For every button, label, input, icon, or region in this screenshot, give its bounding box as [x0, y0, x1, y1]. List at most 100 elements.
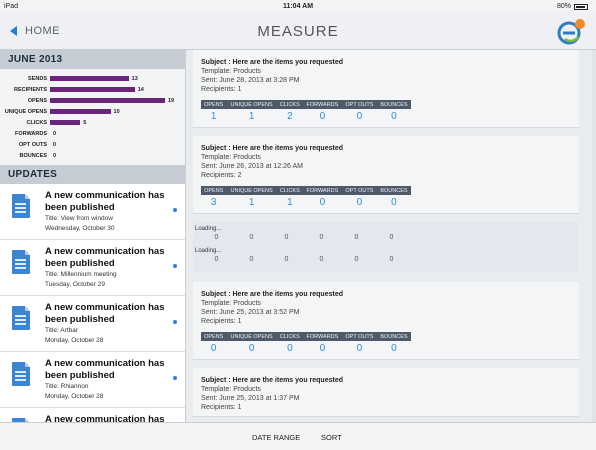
- metric-value: 0: [287, 342, 293, 354]
- update-date: Tuesday, October 29: [45, 281, 105, 288]
- message-recipients: Recipients: 1: [201, 86, 242, 93]
- scrollbar[interactable]: [592, 50, 596, 422]
- loading-value: 0: [284, 255, 289, 263]
- metric-column-header: FORWARDS: [302, 186, 342, 195]
- metric-value: 0: [356, 196, 363, 208]
- metric-column-header: OPENS: [201, 332, 227, 341]
- stat-value: 0: [53, 130, 57, 137]
- metric-column-header: UNIQUE OPENS: [226, 100, 277, 109]
- message-recipients: Recipients: 1: [201, 318, 242, 325]
- metric-column-header: FORWARDS: [302, 332, 342, 341]
- metrics-table: OPENS UNIQUE OPENS CLICKS FORWARDS OPT OUTS B…: [201, 186, 411, 209]
- document-icon: [12, 250, 30, 274]
- loading-value-row: 0 0 0 0 0 0: [199, 232, 409, 242]
- update-item[interactable]: A new communication has been published Ti…: [0, 296, 185, 352]
- metric-column-header: BOUNCES: [376, 186, 411, 195]
- loading-value: 0: [319, 233, 324, 241]
- back-arrow-icon: [10, 26, 17, 36]
- metric-value: 0: [319, 110, 326, 122]
- unread-dot-icon: [173, 208, 177, 212]
- update-date: Monday, October 28: [45, 337, 104, 344]
- stat-label: OPENS: [27, 97, 47, 104]
- update-title: A new communication has been published: [45, 190, 165, 213]
- date-range-button[interactable]: DATE RANGE: [252, 433, 301, 442]
- metric-value: 0: [248, 342, 255, 354]
- metric-column-header: BOUNCES: [376, 100, 411, 109]
- metrics-value-row: 0 0 0 0 0 0: [201, 341, 411, 355]
- stat-row: FORWARDS 0: [0, 128, 185, 139]
- loading-row: Loading... 0 0 0 0 0 0: [195, 248, 579, 264]
- unread-dot-icon: [173, 320, 177, 324]
- loading-value: 0: [249, 255, 254, 263]
- update-item[interactable]: A new communication has been published: [0, 408, 185, 422]
- metric-value: 0: [319, 196, 326, 208]
- loading-section: Loading... 0 0 0 0 0 0 Loading... 0 0 0 0 0 0: [193, 222, 579, 272]
- update-date: Monday, October 28: [45, 393, 104, 400]
- update-item[interactable]: A new communication has been published Ti…: [0, 240, 185, 296]
- message-card[interactable]: Subject : Here are the items you request…: [193, 50, 579, 128]
- metric-value: 3: [210, 196, 217, 208]
- message-card[interactable]: Subject : Here are the items you request…: [193, 368, 579, 417]
- status-bar: iPad 11:04 AM 80%: [0, 0, 596, 14]
- loading-value: 0: [354, 255, 359, 263]
- loading-value-row: 0 0 0 0 0 0: [199, 254, 409, 264]
- update-date: Wednesday, October 30: [45, 225, 115, 232]
- stat-row: OPT OUTS 0: [0, 139, 185, 150]
- loading-row: Loading... 0 0 0 0 0 0: [195, 226, 579, 242]
- loading-label: Loading...: [195, 248, 222, 254]
- message-template: Template: Products: [201, 68, 261, 75]
- stat-row: OPENS 19: [0, 95, 185, 106]
- battery-icon: [574, 3, 588, 10]
- metric-value: 1: [287, 196, 293, 208]
- metric-column-header: OPT OUTS: [341, 332, 377, 341]
- stat-label: BOUNCES: [19, 152, 47, 159]
- update-item[interactable]: A new communication has been published Ti…: [0, 184, 185, 240]
- stat-label: RECIPIENTS: [13, 86, 47, 93]
- loading-values: 0 0 0 0 0 0: [199, 232, 409, 242]
- message-card[interactable]: Subject : Here are the items you request…: [193, 136, 579, 214]
- stat-row: UNIQUE OPENS 10: [0, 106, 185, 117]
- stat-bar: [50, 76, 129, 81]
- loading-value: 0: [249, 233, 254, 241]
- message-subject: Subject : Here are the items you request…: [201, 145, 343, 152]
- battery-percent: 80%: [556, 3, 571, 10]
- metric-value: 1: [248, 110, 255, 122]
- loading-value: 0: [319, 255, 324, 263]
- metric-value: 0: [391, 110, 397, 122]
- message-list[interactable]: Subject : Here are the items you request…: [187, 50, 596, 422]
- metrics-header-row: OPENS UNIQUE OPENS CLICKS FORWARDS OPT OUTS B…: [201, 186, 411, 195]
- unread-dot-icon: [173, 264, 177, 268]
- metric-value: 1: [210, 110, 217, 122]
- stat-row: SENDS 13: [0, 73, 185, 84]
- month-stats: SENDS 13 RECIPIENTS 14 OPENS 19 UNIQUE OPENS 10…: [0, 69, 185, 165]
- message-subject: Subject : Here are the items you request…: [201, 291, 343, 298]
- sidebar: JUNE 2013 SENDS 13 RECIPIENTS 14 OPENS 19 UNIQ…: [0, 50, 186, 422]
- update-title: A new communication has been published: [45, 302, 165, 325]
- metrics-value-row: 3 1 1 0 0 0: [201, 195, 411, 209]
- loading-value: 0: [389, 255, 394, 263]
- loading-label: Loading...: [195, 226, 222, 232]
- metric-value: 1: [248, 196, 255, 208]
- home-button[interactable]: HOME: [10, 25, 60, 37]
- nav-bar: HOME MEASURE: [0, 14, 596, 50]
- stat-row: CLICKS 5: [0, 117, 185, 128]
- metric-value: 0: [356, 342, 363, 354]
- update-item[interactable]: A new communication has been published Ti…: [0, 352, 185, 408]
- month-header: JUNE 2013: [0, 50, 185, 69]
- metric-column-header: CLICKS: [276, 332, 303, 341]
- metric-column-header: UNIQUE OPENS: [226, 186, 277, 195]
- stat-label: UNIQUE OPENS: [4, 108, 47, 115]
- document-icon: [12, 362, 30, 386]
- document-icon: [12, 418, 30, 422]
- message-sent: Sent: June 25, 2013 at 3:52 PM: [201, 309, 300, 316]
- metric-column-header: UNIQUE OPENS: [226, 332, 277, 341]
- app-logo-icon[interactable]: [556, 18, 586, 46]
- loading-value: 0: [214, 255, 219, 263]
- update-subtitle: Title: Rhiannon: [45, 383, 89, 390]
- metric-value: 0: [356, 110, 363, 122]
- stat-label: OPT OUTS: [18, 141, 47, 148]
- metric-column-header: OPT OUTS: [341, 100, 377, 109]
- sort-button[interactable]: SORT: [321, 433, 342, 442]
- message-card[interactable]: Subject : Here are the items you request…: [193, 282, 579, 360]
- stat-label: FORWARDS: [15, 130, 47, 137]
